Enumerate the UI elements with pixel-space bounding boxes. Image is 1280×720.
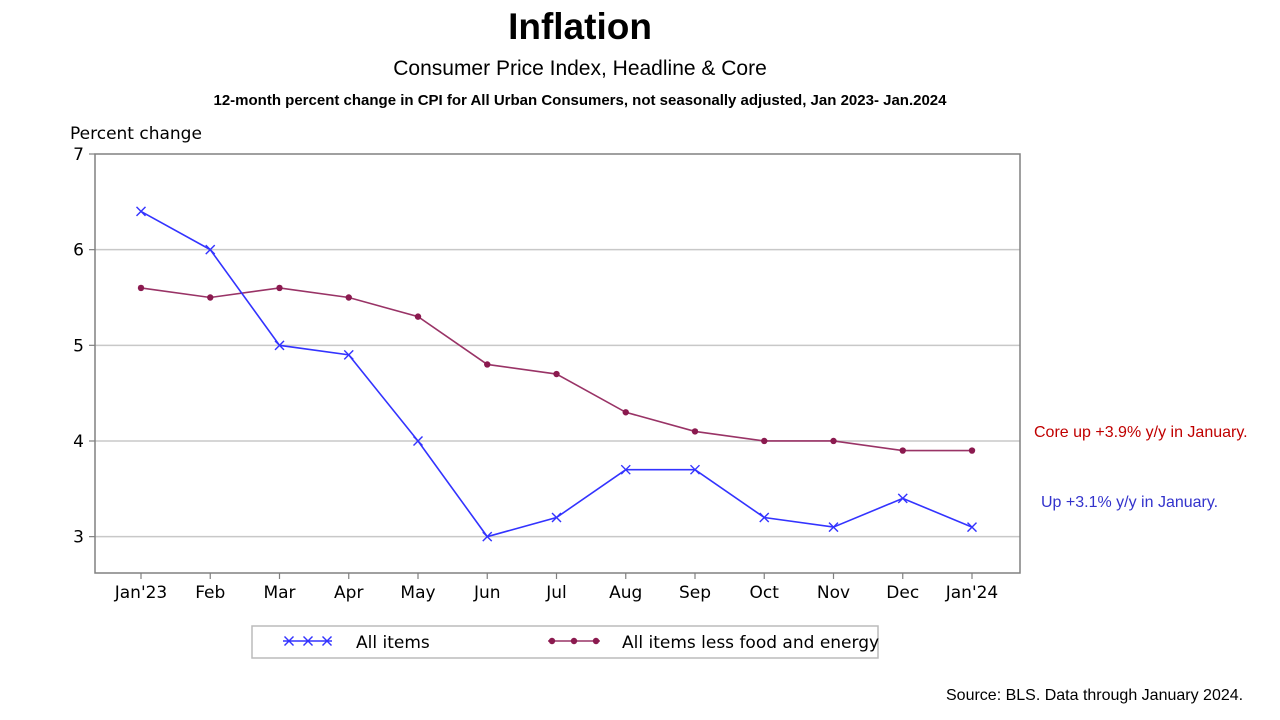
data-point [345,294,352,301]
plot-frame [94,153,1021,574]
x-marker [482,531,493,542]
data-point [414,313,422,320]
x-tick-label: Jan'23 [114,583,168,603]
x-marker [828,522,839,533]
series-line [140,287,972,452]
data-point [622,409,629,416]
x-marker [620,464,631,475]
core-annotation: Core up +3.9% y/y in January. [1034,424,1248,441]
x-tick-label: Apr [334,583,363,603]
x-marker [136,206,146,217]
y-tick-label: 4 [73,432,84,452]
data-point [691,428,699,435]
y-tick-label: 6 [73,241,84,261]
legend-label-core: All items less food and energy [622,633,879,653]
legend-label-all-items: All items [356,633,430,653]
chart-subtitle: Consumer Price Index, Headline & Core [393,57,767,80]
series-core [137,284,976,454]
series-all-items [136,206,977,542]
x-tick-label: Feb [195,583,225,603]
y-axis-ticks: 3 4 5 6 7 [73,145,95,548]
legend-swatch-core [548,637,600,645]
y-tick-label: 3 [73,528,84,548]
x-tick-label: May [400,583,435,603]
data-point [830,437,837,445]
x-marker [551,512,562,523]
x-marker [690,464,700,475]
x-tick-label: Nov [817,583,850,603]
data-point [484,361,491,368]
x-marker [413,435,423,446]
y-axis-label: Percent change [70,124,202,144]
x-tick-label: Sep [679,583,711,603]
data-point [137,284,145,292]
data-point [207,294,214,301]
x-marker [284,636,294,646]
x-marker [205,244,216,255]
x-marker [303,636,313,646]
x-marker [274,340,285,351]
x-marker [967,522,977,533]
x-marker [759,512,770,523]
y-tick-label: 7 [73,145,84,165]
x-tick-label: Oct [750,583,780,603]
chart-title: Inflation [508,6,652,47]
data-point [968,447,976,454]
data-point [553,370,560,378]
x-tick-label: Jul [545,583,567,603]
x-axis-ticks: Jan'23 Feb Mar Apr May Jun Jul Aug Sep Oct Nov Dec J… [114,573,999,603]
chart-description: 12-month percent change in CPI for All U… [213,92,947,109]
x-marker [322,636,332,646]
source-note: Source: BLS. Data through January 2024. [946,687,1244,704]
data-point [276,284,283,292]
x-tick-label: Jun [473,583,501,603]
legend-swatch-all-items [283,636,332,646]
data-point [761,437,768,445]
data-point [899,447,906,454]
x-tick-label: Jan'24 [945,583,999,603]
legend-box [251,625,879,659]
x-tick-label: Dec [886,583,919,603]
x-tick-label: Aug [609,583,642,603]
series-layer [136,206,977,542]
gridlines [95,248,1020,538]
headline-annotation: Up +3.1% y/y in January. [1041,494,1219,511]
x-tick-label: Mar [263,583,295,603]
y-tick-label: 5 [73,336,84,356]
x-marker [343,349,354,360]
legend: All items All items less food and energy [251,625,879,659]
x-marker [897,493,908,504]
